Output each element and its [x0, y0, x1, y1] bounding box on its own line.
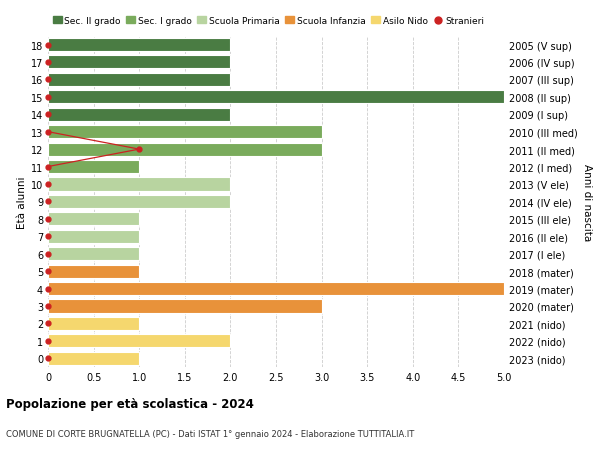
Bar	[48, 352, 139, 365]
Bar	[48, 91, 504, 104]
Bar	[48, 335, 230, 347]
Bar	[48, 282, 504, 296]
Bar	[48, 265, 139, 278]
Bar	[48, 108, 230, 122]
Bar	[48, 74, 230, 87]
Bar	[48, 300, 322, 313]
Text: COMUNE DI CORTE BRUGNATELLA (PC) - Dati ISTAT 1° gennaio 2024 - Elaborazione TUT: COMUNE DI CORTE BRUGNATELLA (PC) - Dati …	[6, 429, 414, 438]
Bar	[48, 178, 230, 191]
Bar	[48, 126, 322, 139]
Bar	[48, 196, 230, 208]
Bar	[48, 317, 139, 330]
Bar	[48, 39, 230, 52]
Bar	[48, 161, 139, 174]
Bar	[48, 213, 139, 226]
Legend: Sec. II grado, Sec. I grado, Scuola Primaria, Scuola Infanzia, Asilo Nido, Stran: Sec. II grado, Sec. I grado, Scuola Prim…	[53, 17, 484, 26]
Text: Popolazione per età scolastica - 2024: Popolazione per età scolastica - 2024	[6, 397, 254, 410]
Y-axis label: Anni di nascita: Anni di nascita	[581, 163, 592, 241]
Bar	[48, 143, 322, 157]
Y-axis label: Età alunni: Età alunni	[17, 176, 26, 228]
Bar	[48, 230, 139, 243]
Bar	[48, 56, 230, 69]
Bar	[48, 247, 139, 261]
